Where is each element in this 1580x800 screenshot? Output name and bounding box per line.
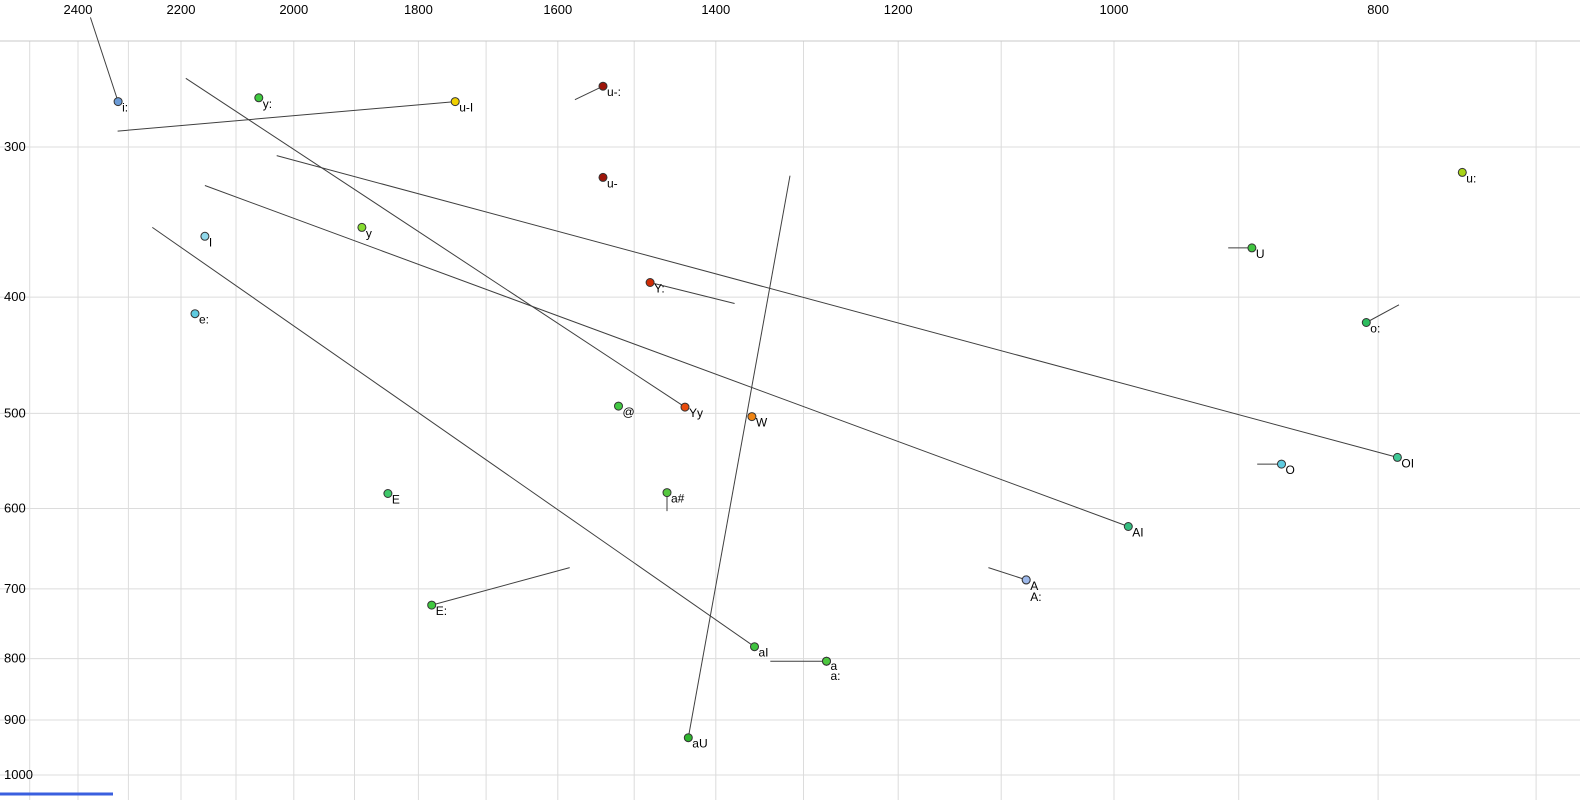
y-axis-tick-label: 500 bbox=[4, 405, 26, 420]
vowel-label: OI bbox=[1401, 456, 1414, 470]
vowel-label: e: bbox=[199, 313, 209, 327]
vowel-point bbox=[1277, 459, 1286, 469]
vowel-label: u: bbox=[1466, 171, 1476, 185]
vowel-label: Y: bbox=[654, 282, 665, 296]
trajectory-line bbox=[687, 175, 791, 738]
trajectory-line bbox=[204, 185, 1129, 527]
vowel-point bbox=[427, 600, 437, 610]
trajectory-line bbox=[649, 282, 735, 304]
vowel-point bbox=[598, 81, 608, 91]
x-axis-tick-label: 1400 bbox=[701, 2, 730, 17]
vowel-label: Yy bbox=[689, 406, 703, 420]
x-axis-tick-label: 1000 bbox=[1100, 2, 1129, 17]
vowel-label: I bbox=[209, 235, 212, 249]
vowel-point bbox=[680, 402, 690, 412]
vowel-label: u-: bbox=[607, 85, 621, 99]
vowel-point bbox=[614, 401, 623, 411]
vowel-label: u- bbox=[607, 176, 618, 190]
vowel-point bbox=[747, 412, 757, 422]
y-axis-tick-label: 900 bbox=[4, 712, 26, 727]
vowel-label: aI bbox=[759, 646, 769, 660]
vowel-point bbox=[683, 733, 693, 743]
y-axis-tick-label: 800 bbox=[4, 651, 26, 666]
y-axis-tick-label: 300 bbox=[4, 139, 26, 154]
y-axis-tick-label: 600 bbox=[4, 501, 26, 516]
y-axis-tick-label: 1000 bbox=[4, 767, 33, 782]
trajectory-line bbox=[431, 567, 570, 606]
vowel-point bbox=[1123, 522, 1133, 531]
vowel-point bbox=[598, 172, 608, 182]
vowel-label: A bbox=[1030, 579, 1038, 593]
vowel-label: u-I bbox=[459, 101, 473, 115]
vowel-label: i: bbox=[122, 101, 128, 115]
vowel-label: E: bbox=[436, 604, 447, 618]
vowel-label: A: bbox=[1030, 590, 1041, 604]
vowel-label: W bbox=[756, 416, 768, 430]
vowel-label: E bbox=[392, 493, 400, 507]
vowel-label: a: bbox=[831, 669, 841, 683]
vowel-label: O bbox=[1286, 463, 1295, 477]
vowel-point bbox=[822, 656, 831, 666]
vowel-point bbox=[662, 488, 672, 498]
trajectory-line bbox=[89, 17, 119, 102]
trajectory-line bbox=[185, 77, 686, 408]
vowel-label: o: bbox=[1370, 322, 1380, 336]
vowel-label: AI bbox=[1132, 526, 1143, 540]
vowel-label: a# bbox=[671, 492, 685, 506]
x-axis-tick-label: 1800 bbox=[404, 2, 433, 17]
vowel-point bbox=[750, 642, 759, 652]
trajectory-line bbox=[117, 101, 456, 132]
vowel-point bbox=[1247, 243, 1257, 253]
vowel-point bbox=[383, 489, 393, 498]
vowel-point bbox=[357, 222, 367, 232]
y-axis-tick-label: 700 bbox=[4, 581, 26, 596]
vowel-point bbox=[254, 93, 264, 103]
vowel-point bbox=[200, 231, 210, 241]
vowel-label: y: bbox=[263, 97, 272, 111]
vowel-label: @ bbox=[623, 405, 635, 419]
vowel-point bbox=[190, 309, 200, 319]
vowel-point bbox=[1392, 452, 1402, 462]
vowel-point bbox=[1457, 167, 1467, 177]
trajectory-line bbox=[574, 85, 604, 101]
vowel-point bbox=[645, 278, 655, 287]
vowel-point bbox=[1021, 575, 1031, 585]
trajectory-line bbox=[1366, 304, 1400, 323]
y-axis-tick-label: 400 bbox=[4, 289, 26, 304]
vowel-label: a bbox=[831, 659, 838, 673]
vowel-point bbox=[1361, 318, 1371, 327]
vowel-label: y bbox=[366, 226, 372, 240]
x-axis-tick-label: 1600 bbox=[543, 2, 572, 17]
x-axis-tick-label: 800 bbox=[1367, 2, 1389, 17]
trajectory-line bbox=[988, 567, 1027, 581]
x-axis-tick-label: 2000 bbox=[279, 2, 308, 17]
x-axis-tick-label: 1200 bbox=[884, 2, 913, 17]
vowel-point bbox=[450, 97, 460, 107]
x-axis-tick-label: 2200 bbox=[167, 2, 196, 17]
trajectory-line bbox=[152, 226, 755, 648]
vowel-label: U bbox=[1256, 247, 1265, 261]
x-axis-tick-label: 2400 bbox=[64, 2, 93, 17]
trajectory-line bbox=[276, 155, 1398, 458]
vowel-label: aU bbox=[692, 737, 707, 751]
vowel-point bbox=[113, 97, 123, 107]
